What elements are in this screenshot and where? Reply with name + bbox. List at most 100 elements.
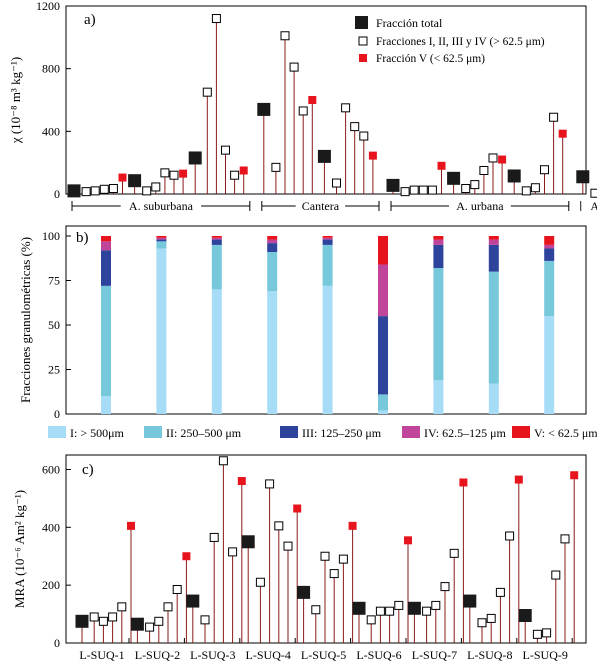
panel-a-fraction-marker (271, 162, 281, 172)
panel-c-ytick-label: 0 (54, 636, 60, 650)
panel-b-label: b) (76, 230, 89, 246)
panel-b-ytick-label: 0 (54, 407, 60, 421)
panel-b-bar-segment (544, 316, 555, 414)
panel-a-frame (65, 5, 587, 195)
panel-c-fraction-marker (98, 616, 108, 626)
panel-a-fraction-marker (590, 188, 597, 198)
panel-b-ytick-label: 75 (48, 274, 60, 288)
panel-b-bar-segment (267, 243, 278, 253)
panel-c-fraction-marker (163, 602, 173, 612)
panel-a-total-marker (188, 151, 202, 165)
panel-c-fraction-marker (200, 615, 210, 625)
panel-c-total-marker (186, 594, 200, 608)
panel-c-fraction-v-marker (237, 477, 246, 486)
panel-c-fraction-marker (532, 629, 542, 639)
panel-c-total-marker (241, 535, 255, 549)
panel-c-fraction-marker (218, 456, 228, 466)
panel-a-total-marker (128, 174, 142, 188)
panel-b-bar-segment (378, 410, 388, 414)
panel-b: b) 0 25 50 75 100 Fracciones granulométricas… (18, 225, 597, 440)
panel-c-fraction-v-marker (293, 504, 302, 513)
panel-a-total-marker (447, 171, 461, 185)
panel-a-fraction-marker (418, 185, 428, 195)
panel-a-fraction-marker (488, 153, 498, 163)
panel-c-fraction-marker (154, 616, 164, 626)
panel-b-bar-segment (488, 271, 499, 384)
panel-c-fraction-marker (505, 531, 515, 541)
panel-a-fraction-marker (81, 187, 91, 197)
panel-c-total-marker (75, 614, 89, 628)
panel-b-bar-segment (433, 236, 444, 240)
group-label: A. suburbana (129, 199, 194, 213)
panel-a-fraction-marker (470, 180, 480, 190)
panel-c-fraction-marker (108, 612, 118, 622)
panel-c-fraction-v-marker (570, 471, 579, 480)
panel-c-fraction-v-marker (514, 475, 523, 484)
legend-fraction-v-marker (359, 54, 367, 62)
panel-c-fraction-marker (338, 554, 348, 564)
panel-a-fraction-v-marker (368, 151, 377, 160)
panel-c-fraction-marker (117, 602, 127, 612)
panel-a-fraction-marker (160, 168, 170, 178)
panel-c-fraction-marker (145, 622, 155, 632)
legend-fractions-marker (358, 36, 368, 46)
legend-swatch (48, 426, 66, 438)
panel-c-xtick-label: L-SUQ-8 (467, 648, 512, 662)
panel-c-total-marker (518, 609, 532, 623)
legend-fractions-label: Fracciones I, II, III y IV (> 62.5 μm) (376, 36, 545, 48)
legend-swatch (144, 426, 162, 438)
panel-a-fraction-marker (359, 131, 369, 141)
panel-b-bar-segment (322, 236, 333, 238)
panel-b-bar-segment (101, 285, 111, 397)
panel-b-bar-segment (101, 241, 111, 251)
panel-b-bar-segment (544, 236, 555, 245)
legend-total-label: Fracción total (376, 16, 443, 30)
panel-c-xtick-label: L-SUQ-7 (412, 648, 457, 662)
panel-a-legend: Fracción total Fracciones I, II, III y I… (355, 16, 545, 65)
panel-b-bar-segment (156, 237, 167, 240)
panel-c-xtick-label: L-SUQ-3 (190, 648, 235, 662)
panel-c-fraction-marker (486, 613, 496, 623)
panel-a-total-marker (317, 149, 331, 163)
panel-c-fraction-marker (560, 534, 570, 544)
legend-label: III: 125–250 μm (302, 426, 382, 440)
panel-b-bar-segment (378, 394, 388, 411)
panel-b-bar-segment (322, 237, 333, 240)
panel-c-xtick-label: L-SUQ-6 (356, 648, 401, 662)
panel-c-fraction-marker (431, 600, 441, 610)
panel-c-xtick-label: L-SUQ-4 (246, 648, 291, 662)
panel-c-fraction-marker (172, 584, 182, 594)
panel-b-bar-segment (322, 239, 333, 245)
panel-c-fraction-marker (228, 547, 238, 557)
panel-c-fraction-marker (209, 532, 219, 542)
panel-c-fraction-marker (394, 600, 404, 610)
panel-b-bar-segment (488, 244, 499, 272)
panel-b-bar-segment (322, 244, 333, 286)
panel-a-fraction-v-marker (308, 96, 317, 104)
panel-c-total-marker (352, 601, 366, 615)
panel-b-bar-segment (267, 236, 278, 240)
panel-a-fraction-marker (350, 122, 360, 132)
panel-a-fraction-marker (90, 186, 100, 196)
panel-c-fraction-marker (449, 548, 459, 558)
group-label-bg (120, 199, 202, 213)
panel-a-fraction-marker (530, 183, 540, 193)
panel-a-fraction-marker (332, 178, 341, 188)
panel-c-fraction-marker (283, 541, 293, 551)
panel-c-fraction-v-marker (404, 536, 412, 545)
panel-a-fraction-marker (400, 187, 410, 197)
panel-b-bar-segment (433, 380, 444, 414)
panel-c-frame (65, 454, 587, 644)
panel-a-fraction-marker (202, 87, 212, 97)
legend-total-marker (355, 16, 368, 29)
panel-c-fraction-v-marker (182, 552, 191, 561)
panel-c-total-marker (130, 617, 144, 631)
panel-b-bar-segment (378, 236, 388, 265)
panel-b-bar-segment (488, 236, 499, 240)
panel-a-fraction-marker (479, 166, 489, 175)
group-label: A. urbana (456, 199, 504, 213)
panel-c-fraction-marker (311, 605, 321, 615)
panel-b-bar-segment (433, 268, 444, 381)
panel-a-label: a) (84, 12, 96, 28)
panel-a-fraction-v-marker (239, 166, 248, 175)
